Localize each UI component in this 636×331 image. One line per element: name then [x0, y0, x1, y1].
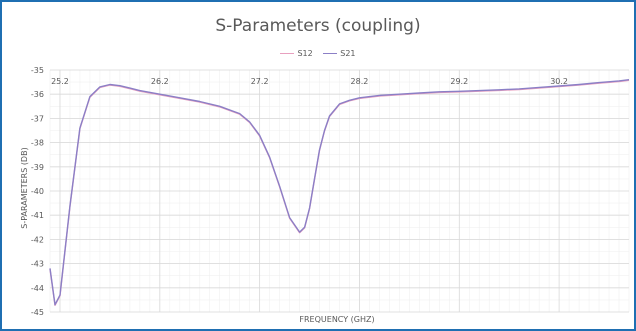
- y-tick-labels: -35 -36 -37 -38 -39 -40 -41 -42 -43 -44 -45: [31, 66, 44, 317]
- y-tick-label: -44: [31, 284, 44, 293]
- y-tick-label: -39: [31, 163, 44, 172]
- y-tick-label: -45: [31, 308, 44, 317]
- series-lines: [49, 79, 630, 306]
- x-tick-label: 28.2: [351, 77, 369, 86]
- y-tick-label: -41: [31, 211, 44, 220]
- y-tick-label: -37: [31, 114, 44, 123]
- legend-item-s21: S21: [323, 49, 356, 58]
- major-gridlines: [50, 69, 629, 313]
- legend-label-s12: S12: [297, 49, 313, 58]
- chart-title: S-Parameters (coupling): [215, 16, 421, 36]
- legend-item-s12: S12: [280, 49, 313, 58]
- series-line-s21: [49, 79, 630, 306]
- x-tick-label: 26.2: [151, 77, 169, 86]
- legend-swatch-s21: [323, 53, 338, 54]
- x-tick-label: 30.2: [550, 77, 568, 86]
- x-axis-label: FREQUENCY (GHZ): [299, 315, 374, 324]
- x-tick-label: 25.2: [51, 77, 69, 86]
- y-tick-label: -36: [31, 90, 44, 99]
- y-tick-label: -42: [31, 235, 44, 244]
- x-tick-labels: 25.2 26.2 27.2 28.2 29.2 30.2: [51, 77, 568, 86]
- y-tick-label: -40: [31, 187, 44, 196]
- x-tick-label: 27.2: [251, 77, 269, 86]
- y-tick-label: -38: [31, 139, 44, 148]
- y-tick-label: -43: [31, 260, 44, 269]
- y-tick-label: -35: [31, 66, 44, 75]
- chart-legend: S12 S21: [2, 47, 634, 58]
- y-axis-label: S-PARAMETERS (DB): [20, 147, 29, 228]
- legend-label-s21: S21: [340, 49, 356, 58]
- x-tick-label: 29.2: [450, 77, 468, 86]
- legend-swatch-s12: [280, 53, 295, 54]
